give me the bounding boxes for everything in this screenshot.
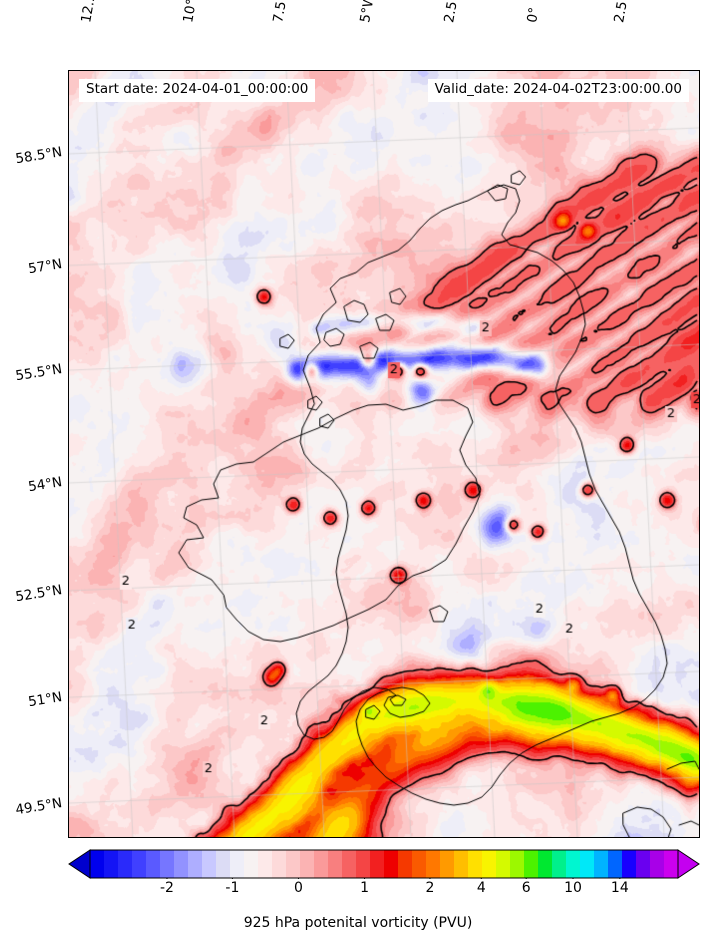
longitude-tick-label: 7.5°W [270,0,294,24]
latitude-tick-label: 51°N [27,689,64,711]
latitude-tick-label: 49.5°N [14,795,64,819]
potential-vorticity-heatmap [69,71,699,837]
latitude-tick-label: 55.5°N [14,361,64,385]
colorbar[interactable] [68,849,700,879]
longitude-tick-label: 2.5°E [611,0,634,24]
longitude-tick-label: 2.5°W [441,0,465,24]
longitude-tick-label: 0° [524,6,543,25]
longitude-tick-label: 12.5°W [78,0,102,24]
start-date-annotation: Start date: 2024-04-01_00:00:00 [79,79,316,102]
longitude-tick-label: 10°W [180,0,203,24]
colorbar-tick-label: 1 [360,880,369,896]
colorbar-tick-label: 2 [425,880,435,896]
latitude-tick-label: 54°N [27,474,64,496]
colorbar-tick-label: -1 [225,880,240,896]
colorbar-tick-label: -2 [159,880,174,896]
latitude-tick-label: 58.5°N [14,144,64,168]
colorbar-tick-label: 14 [610,880,629,896]
longitude-tick-label: 5°W [357,0,378,24]
colorbar-tick-label: 10 [564,880,582,896]
colorbar-tick-label: 4 [476,880,486,896]
map-plot-area[interactable]: Start date: 2024-04-01_00:00:00 Valid_da… [68,70,700,838]
latitude-tick-label: 57°N [27,256,64,278]
valid-date-annotation: Valid_date: 2024-04-02T23:00:00.00 [427,79,689,102]
colorbar-tick-label: 6 [521,880,531,896]
colorbar-gradient [68,849,700,879]
colorbar-caption: 925 hPa potenital vorticity (PVU) [243,915,473,931]
colorbar-tick-labels: -2 -1 0 1 2 4 6 10 14 [68,880,700,902]
latitude-tick-label: 52.5°N [14,582,64,606]
colorbar-tick-label: 0 [294,880,303,896]
